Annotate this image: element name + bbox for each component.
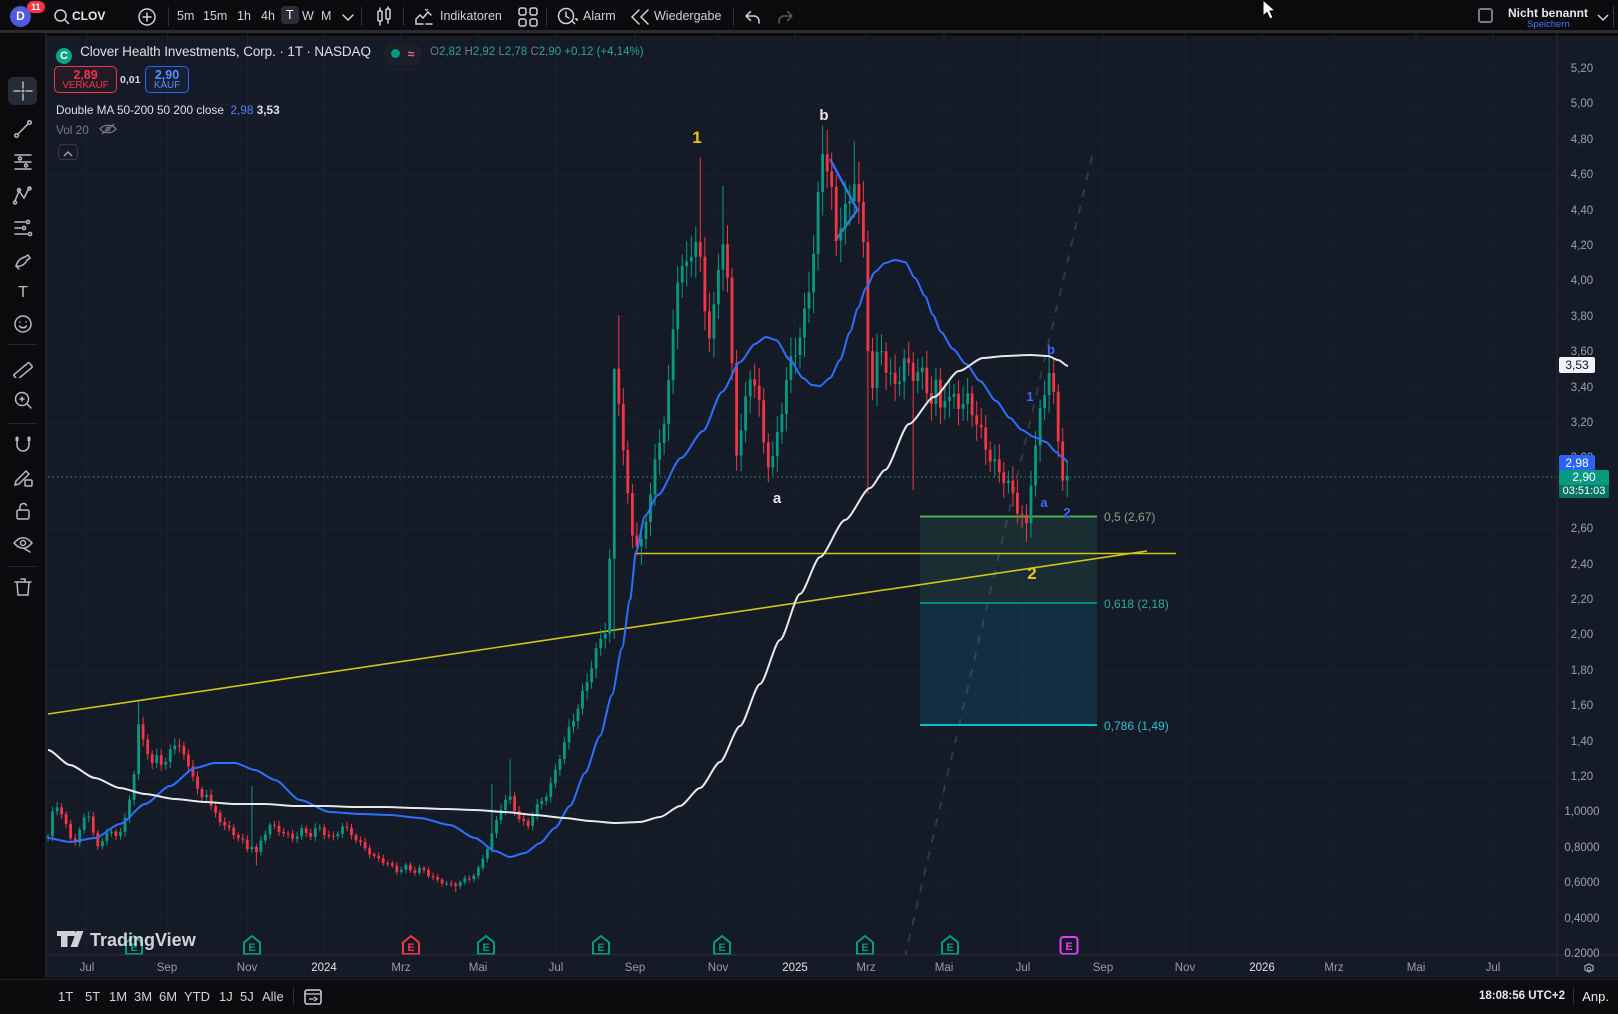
svg-text:0,5 (2,67): 0,5 (2,67) [1104,510,1155,524]
svg-text:1: 1 [1026,389,1033,404]
svg-text:TradingView: TradingView [90,930,197,950]
svg-text:2: 2 [1027,564,1036,583]
svg-text:T: T [18,284,28,301]
svg-text:b: b [1047,342,1055,357]
svg-text:E: E [718,942,725,954]
svg-text:E: E [407,942,414,954]
svg-text:E: E [946,942,953,954]
svg-text:1: 1 [692,128,701,147]
svg-text:a: a [1040,495,1048,510]
svg-text:E: E [248,942,255,954]
svg-text:E: E [1065,941,1072,953]
svg-text:E: E [130,942,137,954]
svg-text:E: E [597,942,604,954]
svg-text:0,786 (1,49): 0,786 (1,49) [1104,719,1169,733]
svg-text:0,618 (2,18): 0,618 (2,18) [1104,597,1169,611]
svg-text:2: 2 [1063,505,1070,520]
svg-text:E: E [482,942,489,954]
svg-text:E: E [861,942,868,954]
svg-text:b: b [819,107,828,124]
svg-text:a: a [773,490,782,507]
